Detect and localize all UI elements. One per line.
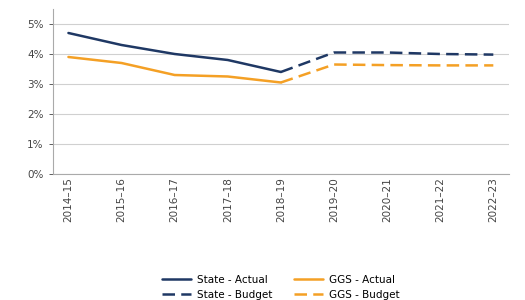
GGS - Actual [278,81,284,84]
State - Actual [65,31,71,35]
Line: GGS - Actual: GGS - Actual [68,57,281,82]
GGS - Actual [119,61,125,65]
State - Budget [331,51,337,54]
Legend: State - Actual, State - Budget, GGS - Actual, GGS - Budget: State - Actual, State - Budget, GGS - Ac… [162,275,400,300]
State - Budget [490,53,497,56]
State - Actual [225,58,231,62]
GGS - Budget [437,64,443,67]
State - Actual [278,70,284,74]
Line: State - Budget: State - Budget [281,52,493,72]
GGS - Actual [65,55,71,59]
State - Budget [278,70,284,74]
Line: GGS - Budget: GGS - Budget [281,64,493,82]
State - Actual [172,52,178,56]
GGS - Actual [225,75,231,78]
GGS - Budget [490,64,497,67]
GGS - Budget [278,81,284,84]
State - Budget [437,52,443,56]
Line: State - Actual: State - Actual [68,33,281,72]
State - Budget [384,51,390,54]
GGS - Budget [331,63,337,66]
GGS - Budget [384,63,390,67]
GGS - Actual [172,73,178,77]
State - Actual [119,43,125,47]
